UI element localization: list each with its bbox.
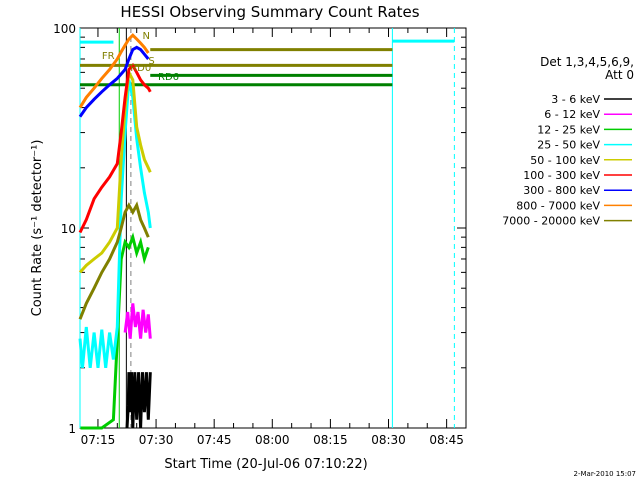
legend-label: 3 - 6 keV [551,93,600,106]
chart-title: HESSI Observing Summary Count Rates [120,3,419,21]
series-line-3 [80,232,150,430]
legend-label: 300 - 800 keV [523,184,600,197]
x-tick-label: 07:45 [197,433,232,447]
annotation-label: N [143,31,150,42]
x-tick-label: 08:15 [313,433,348,447]
y-tick-label: 1 [68,422,76,436]
legend: 3 - 6 keV 6 - 12 keV 12 - 25 keV 25 - 50 ke… [502,93,632,228]
annotation-label: RD6 [158,72,179,83]
plot-area: 1 10 100 07:15 07:30 07:45 08:00 08:15 08:30 08:4… [53,22,467,447]
x-axis-label: Start Time (20-Jul-06 07:10:22) [164,457,367,472]
legend-title-line2: Att 0 [605,68,634,82]
series-line-6 [78,62,152,234]
y-tick-label: 10 [61,222,76,236]
legend-label: 7000 - 20000 keV [502,215,600,228]
annotation-label: RD0 [130,63,151,74]
series-line-7 [78,45,150,118]
x-tick-label: 08:45 [429,433,464,447]
annotation-label: S [148,56,154,67]
x-tick-label: 07:15 [81,433,116,447]
x-tick-label: 07:30 [139,433,174,447]
series-line-1 [125,372,152,429]
series-line-8 [78,33,150,109]
x-tick-label: 08:30 [371,433,406,447]
y-axis-label: Count Rate (s⁻¹ detector⁻¹) [30,140,45,317]
series-line-9 [78,201,150,320]
legend-label: 25 - 50 keV [537,139,600,152]
legend-label: 12 - 25 keV [537,123,600,136]
series-line-2 [123,303,152,339]
legend-label: 100 - 300 keV [523,169,600,182]
plot-frame [79,27,467,429]
legend-label: 6 - 12 keV [544,108,600,121]
legend-label: 50 - 100 keV [530,154,600,167]
x-tick-label: 08:00 [255,433,290,447]
series-line-4 [78,79,152,368]
generation-timestamp: 2-Mar-2010 15:07 [574,470,636,478]
y-tick-label: 100 [53,22,76,36]
legend-label: 800 - 7000 keV [516,199,600,212]
legend-title-line1: Det 1,3,4,5,6,9, [540,55,634,69]
annotation-label: FR [102,51,115,62]
